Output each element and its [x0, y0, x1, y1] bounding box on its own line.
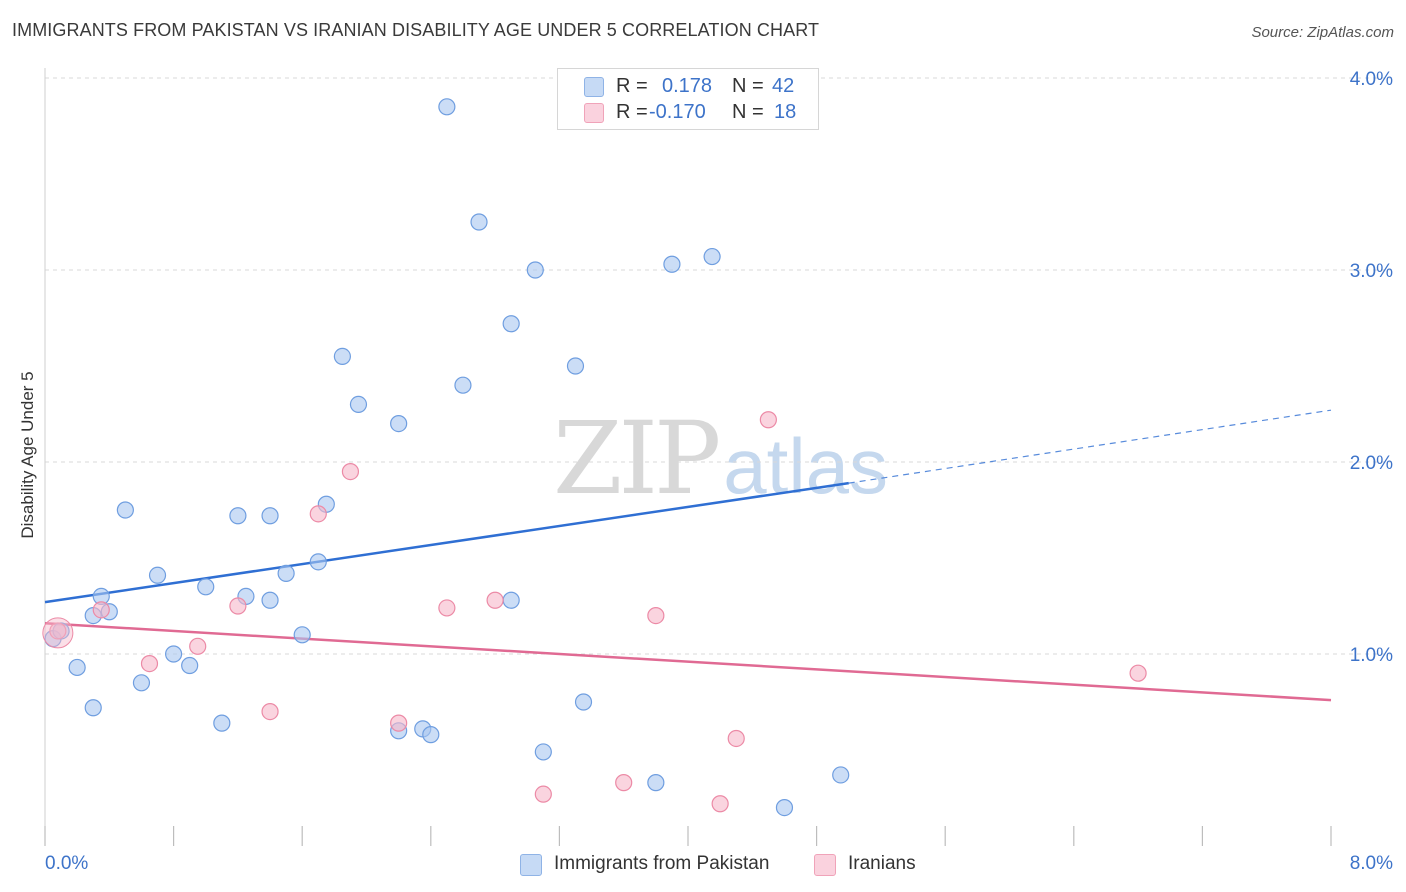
iranian-point [341, 463, 360, 481]
legend-n-value: 42 [772, 75, 795, 97]
watermark-zip: ZIP [553, 400, 721, 517]
y-tick-label: 2.0% [1350, 453, 1393, 474]
pakistan-point [84, 699, 102, 717]
y-tick-label: 1.0% [1350, 645, 1393, 666]
legend-n-value: 18 [774, 101, 797, 123]
iranian-point [759, 411, 777, 429]
pakistan-point [502, 591, 520, 609]
x-tick-label: 8.0% [1350, 853, 1393, 874]
iranian-point [229, 597, 247, 615]
iranian-point [42, 617, 74, 649]
iranian-point [261, 702, 279, 721]
pakistan-point [390, 415, 408, 433]
iranian-point [189, 637, 207, 655]
x-tick-label: 0.0% [45, 853, 88, 874]
pakistan-point [349, 395, 368, 413]
pakistan-point [647, 774, 665, 792]
pakistan-point [775, 798, 794, 817]
iranian-point [711, 795, 729, 813]
pakistan-point [132, 674, 151, 692]
legend-n-label: N = [732, 101, 764, 123]
iranian-point [647, 606, 665, 625]
pakistan-point [502, 315, 520, 333]
legend-r-label: R = [616, 75, 648, 97]
pakistan-point [422, 726, 440, 744]
pakistan-point [703, 247, 721, 266]
pakistan-point [229, 507, 247, 525]
iranian-point [534, 785, 552, 803]
pakistan-point [277, 564, 295, 582]
pakistan-point [181, 656, 199, 675]
pakistan-point [438, 98, 456, 116]
legend-swatch-pakistan [584, 77, 604, 97]
iranian-point [1129, 664, 1147, 682]
legend-swatch-iranians [584, 103, 604, 123]
gridlines [45, 77, 1391, 655]
pakistan-point [832, 766, 850, 784]
pakistan-point [197, 578, 215, 596]
iranian-point [727, 729, 745, 748]
pakistan-point [526, 261, 544, 279]
iranian-point [92, 601, 110, 619]
series-legend: Immigrants from Pakistan Iranians [0, 852, 1406, 878]
iranian-point [486, 591, 504, 609]
watermark-atlas: atlas [723, 422, 889, 510]
axes [44, 68, 1332, 846]
pakistan-trend-extension [848, 409, 1332, 484]
pakistan-trend-line [44, 481, 849, 604]
iranian-point [438, 599, 456, 617]
legend-r-value: -0.170 [649, 101, 706, 123]
pakistan-point [574, 693, 593, 711]
legend-label-iranians: Iranians [848, 853, 916, 874]
pakistan-point [213, 714, 231, 732]
data-points [42, 98, 1147, 817]
legend-label-pakistan: Immigrants from Pakistan [554, 853, 770, 874]
legend-n-label: N = [732, 75, 764, 97]
iranian-point [309, 505, 327, 523]
pakistan-point [534, 743, 552, 761]
iranian-point [49, 622, 67, 640]
pakistan-point [663, 255, 681, 273]
legend-r-value: 0.178 [662, 75, 713, 97]
iranian-point [140, 654, 159, 673]
iranian-trend-line [44, 622, 1332, 702]
iranian-point [615, 774, 633, 792]
iranian-point [390, 714, 408, 732]
correlation-legend: R = 0.178 N = 42 R = -0.170 N = 18 [557, 68, 819, 130]
pakistan-point [566, 357, 585, 375]
pakistan-point [148, 566, 167, 584]
chart-title: IMMIGRANTS FROM PAKISTAN VS IRANIAN DISA… [12, 20, 820, 40]
pakistan-point [333, 347, 351, 365]
legend-r-label: R = [616, 101, 648, 123]
pakistan-point [261, 591, 279, 609]
pakistan-point [261, 507, 279, 525]
y-tick-label: 4.0% [1350, 69, 1393, 90]
pakistan-point [470, 213, 488, 231]
pakistan-point [68, 658, 86, 677]
legend-swatch-iranians [814, 854, 836, 876]
pakistan-point [309, 553, 327, 571]
pakistan-point [454, 376, 472, 394]
pakistan-point [293, 626, 311, 644]
tick-labels: 1.0% 2.0% 3.0% 4.0% 0.0% 8.0% [45, 69, 1393, 874]
source-note: Source: ZipAtlas.com [1251, 24, 1394, 41]
watermark: ZIPatlas [553, 400, 888, 517]
legend-swatch-pakistan [520, 854, 542, 876]
trend-lines [44, 409, 1332, 702]
pakistan-point [165, 645, 183, 663]
y-tick-label: 3.0% [1350, 261, 1393, 282]
pakistan-point [116, 501, 134, 519]
